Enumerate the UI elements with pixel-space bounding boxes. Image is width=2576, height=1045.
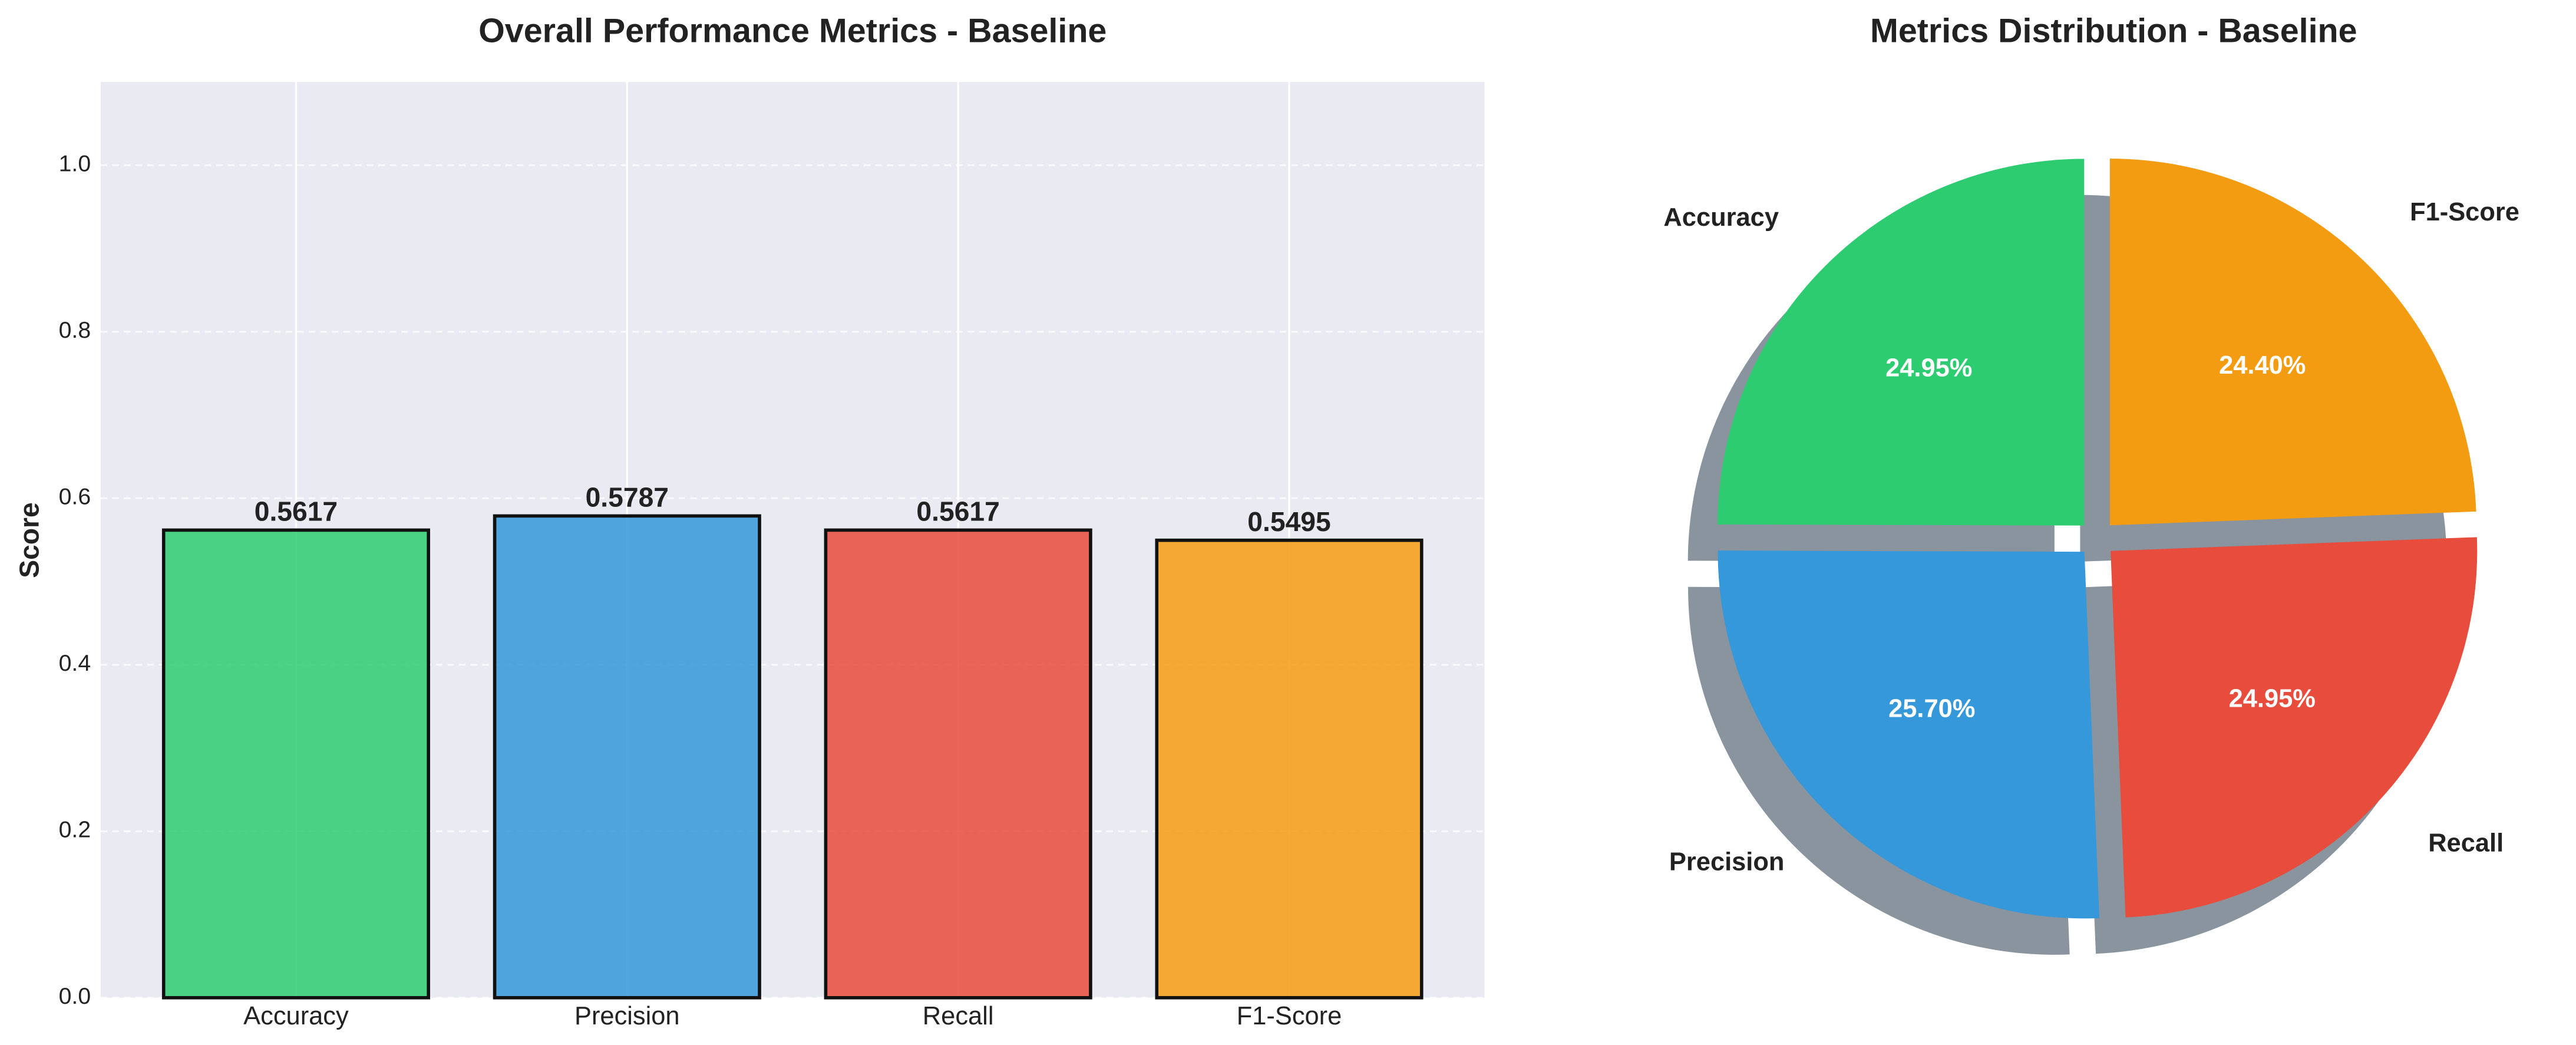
y-tick-label: 0.0 <box>59 983 91 1009</box>
y-tick-label: 0.2 <box>59 817 91 843</box>
x-tick-label: Precision <box>574 1002 680 1030</box>
x-tick-label: F1-Score <box>1237 1002 1342 1030</box>
x-tick-label: Recall <box>923 1002 994 1030</box>
x-tick-label: Accuracy <box>243 1002 349 1030</box>
bar-value-label: 0.5617 <box>255 496 338 527</box>
y-tick-label: 0.4 <box>59 650 91 676</box>
bar-chart-title: Overall Performance Metrics - Baseline <box>478 12 1107 50</box>
bar <box>824 528 1092 1000</box>
y-tick-label: 0.8 <box>59 317 91 343</box>
pie-category-label: F1-Score <box>2410 198 2519 226</box>
pie-category-label: Recall <box>2428 829 2504 858</box>
y-tick-label: 1.0 <box>59 151 91 177</box>
pie-wedge <box>1718 159 2085 526</box>
pie-chart-title: Metrics Distribution - Baseline <box>1870 12 2357 50</box>
bar <box>493 514 761 1000</box>
y-axis-label: Score <box>14 502 44 578</box>
bar <box>1155 538 1424 1000</box>
bar-value-label: 0.5787 <box>586 482 669 513</box>
pie-percent-label: 24.40% <box>2219 351 2306 380</box>
pie-percent-label: 24.95% <box>2229 685 2316 713</box>
pie-wedge <box>2109 159 2476 526</box>
y-tick-label: 0.6 <box>59 484 91 510</box>
pie-category-label: Accuracy <box>1663 203 1779 232</box>
bar <box>161 528 430 1000</box>
pie-wedge <box>2111 537 2478 918</box>
bar-value-label: 0.5617 <box>916 496 999 527</box>
pie-wedge <box>1718 550 2100 919</box>
pie-category-label: Precision <box>1669 848 1784 876</box>
pie-percent-label: 24.95% <box>1885 354 1972 383</box>
bar-value-label: 0.5495 <box>1247 506 1330 537</box>
pie-percent-label: 25.70% <box>1888 694 1975 723</box>
